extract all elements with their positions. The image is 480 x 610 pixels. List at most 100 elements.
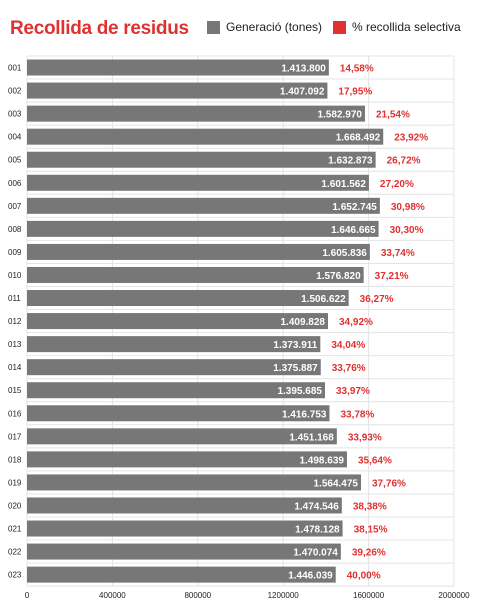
legend-swatch-gray <box>207 20 220 34</box>
percent-label: 35,64% <box>358 455 392 466</box>
bar-value-label: 1.478.128 <box>295 525 340 536</box>
category-label: 001 <box>8 64 22 73</box>
bar-value-label: 1.652.745 <box>332 202 377 213</box>
bar-value-label: 1.601.562 <box>321 179 366 190</box>
category-label: 016 <box>8 409 22 418</box>
bar-value-label: 1.413.800 <box>281 64 326 75</box>
percent-label: 33,76% <box>332 363 366 374</box>
percent-label: 37,76% <box>372 478 406 489</box>
bar-generacio <box>27 474 362 491</box>
bar-value-label: 1.409.828 <box>280 317 325 328</box>
percent-label: 38,15% <box>354 525 388 536</box>
bar-generacio <box>27 59 329 76</box>
category-label: 019 <box>8 478 22 487</box>
x-tick-label: 2000000 <box>438 591 470 600</box>
percent-label: 27,20% <box>380 179 414 190</box>
bar-value-label: 1.375.887 <box>273 363 318 374</box>
bar-generacio <box>27 128 384 145</box>
bar-value-label: 1.668.492 <box>336 133 381 144</box>
bar-generacio <box>27 313 328 330</box>
percent-label: 33,97% <box>336 386 370 397</box>
percent-label: 37,21% <box>375 271 409 282</box>
category-label: 022 <box>8 548 22 557</box>
category-label: 012 <box>8 317 22 326</box>
category-label: 007 <box>8 202 22 211</box>
category-label: 018 <box>8 455 22 464</box>
bar-generacio <box>27 197 380 214</box>
bar-generacio <box>27 451 347 468</box>
percent-label: 36,27% <box>360 294 394 305</box>
bar-value-label: 1.416.753 <box>282 409 327 420</box>
bar-value-label: 1.451.168 <box>289 432 334 443</box>
bar-generacio <box>27 405 330 422</box>
percent-label: 40,00% <box>347 571 381 582</box>
legend-swatch-red <box>333 20 346 34</box>
bar-value-label: 1.632.873 <box>328 156 373 167</box>
percent-label: 39,26% <box>352 548 386 559</box>
bar-value-label: 1.646.665 <box>331 225 376 236</box>
category-label: 021 <box>8 525 22 534</box>
percent-label: 14,58% <box>340 64 374 75</box>
bar-value-label: 1.446.039 <box>288 571 333 582</box>
percent-label: 33,78% <box>340 409 374 420</box>
bar-generacio <box>27 82 328 99</box>
bar-generacio <box>27 543 341 560</box>
legend-label-recollida: % recollida selectiva <box>352 20 461 34</box>
category-label: 023 <box>8 571 22 580</box>
x-tick-label: 1600000 <box>353 591 385 600</box>
category-label: 006 <box>8 179 22 188</box>
category-label: 015 <box>8 386 22 395</box>
bar-generacio <box>27 520 343 537</box>
percent-label: 33,74% <box>381 248 415 259</box>
x-tick-label: 1200000 <box>268 591 300 600</box>
bar-generacio <box>27 220 379 237</box>
chart-title: Recollida de residus <box>10 18 189 39</box>
percent-label: 30,30% <box>390 225 424 236</box>
percent-label: 34,04% <box>331 340 365 351</box>
percent-label: 34,92% <box>339 317 373 328</box>
category-label: 013 <box>8 340 22 349</box>
bar-generacio <box>27 428 337 445</box>
category-label: 005 <box>8 156 22 165</box>
category-label: 011 <box>8 294 21 303</box>
bar-generacio <box>27 497 342 514</box>
percent-label: 38,38% <box>353 501 387 512</box>
bar-value-label: 1.506.622 <box>301 294 346 305</box>
category-label: 002 <box>8 87 22 96</box>
bar-generacio <box>27 359 321 376</box>
percent-label: 21,54% <box>376 110 410 121</box>
percent-label: 33,93% <box>348 432 382 443</box>
bar-generacio <box>27 243 370 260</box>
bar-value-label: 1.564.475 <box>314 478 359 489</box>
bar-generacio <box>27 566 336 583</box>
category-label: 003 <box>8 110 22 119</box>
bar-generacio <box>27 174 369 191</box>
bar-generacio <box>27 151 376 168</box>
category-label: 017 <box>8 432 22 441</box>
percent-label: 30,98% <box>391 202 425 213</box>
legend-item-recollida: % recollida selectiva <box>333 20 461 34</box>
bar-generacio <box>27 336 321 353</box>
bar-value-label: 1.395.685 <box>277 386 322 397</box>
x-tick-label: 0 <box>25 591 30 600</box>
category-label: 020 <box>8 501 22 510</box>
legend-item-generacio: Generació (tones) <box>207 20 322 34</box>
category-label: 014 <box>8 363 22 372</box>
bar-value-label: 1.373.911 <box>273 340 317 351</box>
bar-generacio <box>27 105 365 122</box>
bar-value-label: 1.470.074 <box>293 548 338 559</box>
x-tick-label: 400000 <box>99 591 126 600</box>
category-label: 009 <box>8 248 22 257</box>
bar-generacio <box>27 382 325 399</box>
bar-value-label: 1.576.820 <box>316 271 361 282</box>
percent-label: 23,92% <box>394 133 428 144</box>
bar-value-label: 1.407.092 <box>280 87 325 98</box>
category-label: 004 <box>8 133 22 142</box>
bar-value-label: 1.498.639 <box>299 455 344 466</box>
percent-label: 17,95% <box>338 87 372 98</box>
percent-label: 26,72% <box>387 156 421 167</box>
category-label: 008 <box>8 225 22 234</box>
bar-generacio <box>27 266 364 283</box>
bar-value-label: 1.582.970 <box>317 110 362 121</box>
